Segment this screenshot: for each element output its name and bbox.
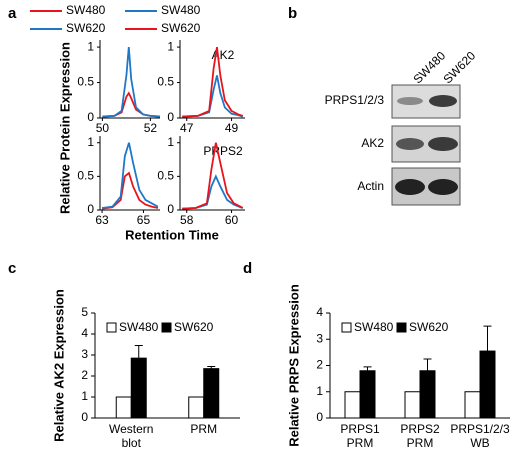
y-tick-label: 0.5 [157,75,174,89]
band [397,97,423,105]
legend-label: SW620 [161,21,201,35]
x-tick-label: 58 [180,213,194,227]
x-tick-label: Western blot [109,422,153,450]
error-bar [363,366,372,371]
legend-label: SW620 [174,320,214,334]
bar [203,368,220,419]
x-tick-label: 65 [137,213,151,227]
trace [182,142,244,210]
legend-swatch [106,322,117,333]
y-axis-label: Relative AK2 Expression [51,289,66,442]
band [428,137,458,151]
y-tick-label: 0 [316,410,323,424]
legend-swatch [396,322,407,333]
x-axis-label: Retention Time [125,227,219,242]
y-tick-label: 1 [167,135,174,149]
bar [130,357,147,419]
y-axis-label: Relative Protein Expression [57,42,72,214]
legend-label: SW620 [409,320,449,334]
y-tick-label: 2 [316,358,323,372]
trace [102,47,161,118]
x-tick-label: PRPS2 PRM [400,422,440,450]
legend-swatch [161,322,172,333]
subplot-title: PRPS2 [203,144,243,158]
y-tick-label: 4 [316,305,323,319]
y-tick-label: 0.5 [157,169,174,183]
legend-label: SW620 [66,21,106,35]
y-tick-label: 2 [81,368,88,382]
panel-label: c [8,260,16,277]
legend-label: SW480 [66,3,106,17]
panel-label: a [8,5,17,22]
panel-label: b [288,5,297,22]
x-tick-label: 60 [225,213,239,227]
y-tick-label: 1 [81,389,88,403]
y-tick-label: 0.5 [77,169,94,183]
bar [359,370,376,419]
row-label: PRPS1/2/3 [325,93,385,107]
y-tick-label: 1 [167,39,174,53]
panel-label: d [243,260,252,277]
x-tick-label: 63 [95,213,109,227]
legend-swatch [341,322,352,333]
x-tick-label: PRPS1/2/3 WB [450,422,510,450]
y-tick-label: 0 [81,410,88,424]
band [429,95,457,107]
bar [344,391,361,419]
blot [391,84,461,206]
bar [188,396,205,419]
bar [479,350,496,419]
x-tick-label: 47 [180,121,194,135]
trace [101,171,159,210]
trace [101,142,159,209]
row-label: Actin [357,179,384,193]
x-tick-label: PRM [190,422,217,436]
legend-label: SW480 [354,320,394,334]
y-tick-label: 1 [87,39,94,53]
legend-label: SW480 [119,320,159,334]
trace [182,46,244,118]
y-tick-label: 5 [81,305,88,319]
y-tick-label: 0 [167,110,174,124]
bar [115,396,132,419]
error-bar [207,366,216,369]
band [428,179,458,195]
y-tick-label: 1 [87,135,94,149]
row-label: AK2 [361,136,384,150]
y-axis-label: Relative PRPS Expression [286,284,301,447]
y-tick-label: 0 [87,110,94,124]
bar [404,391,421,419]
x-tick-label: 52 [144,121,158,135]
trace [102,91,161,118]
y-tick-label: 4 [81,326,88,340]
x-tick-label: PRPS1 PRM [340,422,380,450]
bar [464,391,481,419]
y-tick-label: 0.5 [77,75,94,89]
error-bar [134,345,143,359]
y-tick-label: 1 [316,384,323,398]
x-tick-label: 49 [225,121,239,135]
error-bar [423,358,432,371]
y-tick-label: 0 [87,202,94,216]
y-tick-label: 0 [167,202,174,216]
band [395,179,425,195]
column-label: SW620 [440,48,478,86]
column-label: SW480 [410,48,448,86]
error-bar [483,325,492,352]
x-tick-label: 50 [96,121,110,135]
y-tick-label: 3 [81,347,88,361]
y-tick-label: 3 [316,331,323,345]
bar [419,370,436,419]
legend-label: SW480 [161,3,201,17]
band [396,138,424,150]
